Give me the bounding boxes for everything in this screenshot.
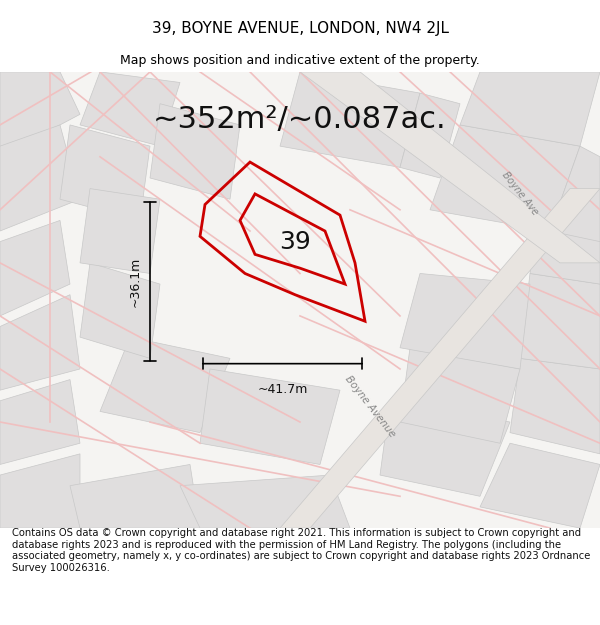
Text: 39: 39 bbox=[279, 229, 311, 254]
Polygon shape bbox=[0, 72, 600, 528]
Polygon shape bbox=[430, 125, 580, 231]
Polygon shape bbox=[400, 348, 520, 443]
Polygon shape bbox=[60, 125, 150, 221]
Text: Boyne Ave: Boyne Ave bbox=[500, 170, 540, 217]
Polygon shape bbox=[380, 401, 510, 496]
Polygon shape bbox=[180, 475, 350, 528]
Text: Contains OS data © Crown copyright and database right 2021. This information is : Contains OS data © Crown copyright and d… bbox=[12, 528, 590, 573]
Polygon shape bbox=[550, 146, 600, 242]
Text: 39, BOYNE AVENUE, LONDON, NW4 2JL: 39, BOYNE AVENUE, LONDON, NW4 2JL bbox=[151, 21, 449, 36]
Polygon shape bbox=[80, 263, 160, 358]
Polygon shape bbox=[0, 72, 80, 157]
Polygon shape bbox=[300, 72, 600, 263]
Text: ~41.7m: ~41.7m bbox=[257, 382, 308, 396]
Polygon shape bbox=[0, 295, 80, 390]
Polygon shape bbox=[0, 379, 80, 464]
Text: Map shows position and indicative extent of the property.: Map shows position and indicative extent… bbox=[120, 54, 480, 67]
Polygon shape bbox=[480, 443, 600, 528]
Polygon shape bbox=[80, 72, 180, 146]
Text: Boyne Avenue: Boyne Avenue bbox=[343, 373, 397, 439]
Polygon shape bbox=[150, 104, 240, 199]
Text: ~36.1m: ~36.1m bbox=[129, 256, 142, 306]
Polygon shape bbox=[530, 199, 600, 284]
Text: ~352m²/~0.087ac.: ~352m²/~0.087ac. bbox=[153, 105, 447, 134]
Polygon shape bbox=[80, 189, 160, 274]
Polygon shape bbox=[280, 189, 600, 528]
Polygon shape bbox=[100, 337, 230, 432]
Polygon shape bbox=[0, 454, 80, 528]
Polygon shape bbox=[400, 93, 460, 178]
Polygon shape bbox=[520, 274, 600, 369]
Polygon shape bbox=[0, 221, 70, 316]
Polygon shape bbox=[200, 369, 340, 464]
Polygon shape bbox=[510, 358, 600, 454]
Polygon shape bbox=[400, 274, 530, 369]
Polygon shape bbox=[0, 125, 80, 231]
Polygon shape bbox=[460, 72, 600, 146]
Polygon shape bbox=[280, 72, 420, 168]
Polygon shape bbox=[70, 464, 200, 528]
